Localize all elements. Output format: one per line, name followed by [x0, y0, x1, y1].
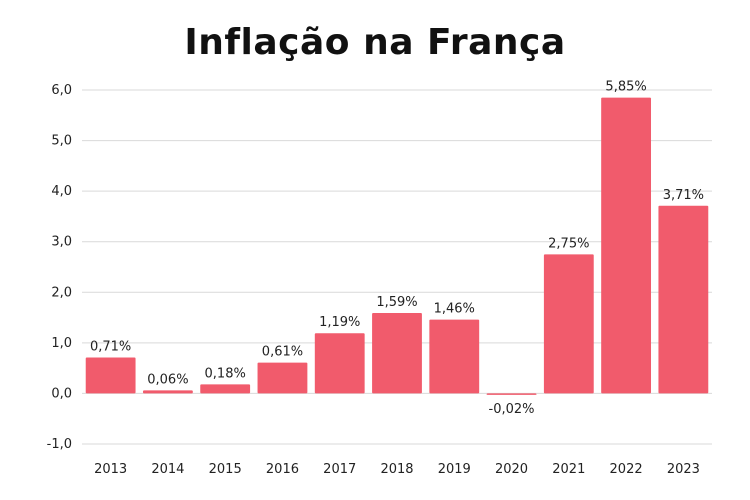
bar: [486, 393, 537, 395]
x-tick-label: 2023: [667, 462, 700, 477]
bar: [658, 205, 709, 394]
data-label: 0,06%: [147, 372, 188, 387]
bar: [372, 313, 422, 394]
x-tick-label: 2017: [323, 462, 356, 477]
bar: [142, 390, 193, 394]
y-tick-label: 1,0: [51, 336, 72, 351]
bar: [314, 333, 365, 394]
x-tick-label: 2021: [552, 462, 585, 477]
x-tick-label: 2018: [380, 462, 413, 477]
bar: [601, 97, 652, 394]
y-tick-label: 6,0: [51, 83, 72, 98]
y-tick-label: 2,0: [51, 285, 72, 300]
x-tick-label: 2019: [438, 462, 471, 477]
chart-title: Inflação na França: [184, 22, 566, 63]
bar: [429, 319, 480, 394]
x-tick-label: 2016: [266, 462, 299, 477]
bar: [543, 254, 594, 394]
x-tick-label: 2014: [151, 462, 184, 477]
bar: [257, 362, 308, 394]
y-tick-label: 4,0: [51, 184, 72, 199]
x-tick-label: 2013: [94, 462, 127, 477]
bar: [200, 384, 251, 394]
data-label: 1,19%: [319, 315, 360, 330]
data-label: 5,85%: [605, 80, 646, 95]
y-tick-label: 3,0: [51, 235, 72, 250]
data-label: 3,71%: [663, 188, 704, 203]
x-tick-label: 2015: [209, 462, 242, 477]
x-tick-label: 2022: [610, 462, 643, 477]
data-label: 0,18%: [205, 366, 246, 381]
data-label: 1,46%: [434, 302, 475, 317]
data-label: 1,59%: [376, 295, 417, 310]
data-label: 2,75%: [548, 236, 589, 251]
x-tick-label: 2020: [495, 462, 528, 477]
data-label: 0,71%: [90, 340, 131, 355]
y-tick-label: -1,0: [47, 437, 72, 452]
bar: [85, 357, 136, 394]
data-label: 0,61%: [262, 345, 303, 360]
data-label: -0,02%: [489, 402, 535, 417]
y-tick-label: 5,0: [51, 134, 72, 149]
y-tick-label: 0,0: [51, 386, 72, 401]
